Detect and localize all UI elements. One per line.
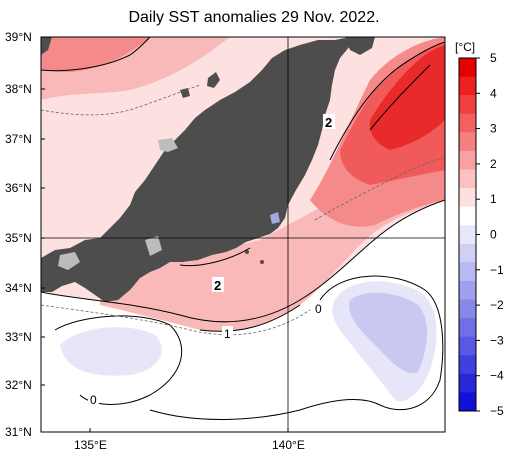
colorbar-tick-label: 4 [490, 86, 497, 100]
lat-label-37n: 37°N [5, 132, 32, 146]
contour-label-bg [88, 392, 99, 406]
land-island [245, 250, 249, 254]
colorbar-segment [459, 169, 476, 189]
contour-05 [41, 304, 311, 336]
colorbar-segment [459, 392, 476, 412]
contour-label-2-ne: 2 [325, 115, 332, 130]
contour-2-ne [329, 41, 445, 161]
contour-label-bg [313, 301, 324, 315]
colorbar-segment [459, 188, 476, 208]
colorbar-tick-label: −1 [490, 263, 504, 277]
colorbar-tick-label: 2 [490, 157, 497, 171]
colorbar [459, 58, 476, 412]
map-frame [40, 36, 446, 433]
colorbar-tick-label: 0 [490, 228, 497, 242]
contour-label-bg [323, 114, 335, 129]
contour-label-bg [212, 277, 224, 292]
colorbar-segment [459, 280, 476, 301]
colorbar-segment [459, 225, 476, 245]
land-northeast [345, 37, 375, 55]
land-island [291, 178, 295, 182]
colorbar-tick-label: −3 [490, 333, 504, 347]
contour-05-nw [41, 84, 201, 116]
contour-label-bg [222, 326, 233, 340]
sea-near-zero [41, 200, 445, 432]
graticule [41, 37, 445, 432]
contour-1 [199, 304, 301, 332]
contour-15 [314, 157, 445, 221]
colorbar-tick-label: 5 [490, 51, 497, 65]
colorbar-segment [459, 336, 476, 356]
sea-negative-west [60, 327, 162, 376]
lat-label-31n: 31°N [5, 425, 32, 439]
contour-half [41, 84, 445, 336]
colorbar-ticks: 5 4 3 2 1 0 −1 −2 −3 −4 −5 [476, 51, 504, 418]
lon-label-140e: 140°E [272, 438, 305, 452]
contour-label-1: 1 [224, 327, 231, 341]
colorbar-segment [459, 206, 476, 226]
land-island [260, 260, 264, 264]
contour-0-west [54, 315, 183, 405]
colorbar-segment [459, 76, 476, 96]
colorbar-segment [459, 58, 476, 78]
contours [41, 37, 445, 420]
lat-label-33n: 33°N [5, 330, 32, 344]
colorbar-tick-label: 3 [490, 122, 497, 136]
colorbar-segment [459, 355, 476, 375]
sea-warm-northeast-core [369, 45, 445, 150]
contour-label-0-west: 0 [90, 393, 97, 407]
land-honshu [41, 38, 350, 302]
colorbar-segment [459, 318, 476, 338]
land-sado [207, 72, 220, 88]
colorbar-segment [459, 299, 476, 319]
sea-negative-east-core [349, 292, 428, 374]
colorbar-segment [459, 132, 476, 152]
lat-label-39n: 39°N [5, 30, 32, 44]
colorbar-segment [459, 262, 476, 282]
lake-region [158, 138, 178, 152]
lat-label-32n: 32°N [5, 378, 32, 392]
map-area [41, 37, 445, 432]
colorbar-segment [459, 150, 476, 170]
lake-region [58, 252, 80, 270]
colorbar-tick-label: −4 [490, 369, 504, 383]
contour-label-0-east: 0 [315, 302, 322, 316]
colorbar-segment [459, 373, 476, 393]
contour-0 [41, 199, 445, 323]
lake-region [145, 236, 162, 256]
land-oki [180, 88, 190, 98]
land-northwest [41, 37, 52, 55]
colorbar-tick-label: 1 [490, 192, 497, 206]
contour-0-south [149, 399, 381, 420]
contour-3-ne [369, 64, 431, 131]
colorbar-segment [459, 113, 476, 133]
lat-label-35n: 35°N [5, 231, 32, 245]
contour-1-nw [41, 37, 151, 72]
lat-label-36n: 36°N [5, 181, 32, 195]
colorbar-tick-label: −2 [490, 298, 504, 312]
lat-label-38n: 38°N [5, 82, 32, 96]
colorbar-tick-label: −5 [490, 404, 504, 418]
map-title: Daily SST anomalies 29 Nov. 2022. [128, 9, 380, 26]
colorbar-segment [459, 243, 476, 263]
lat-label-34n: 34°N [5, 281, 32, 295]
contour-label-2-s: 2 [214, 278, 221, 293]
lat-ticks [41, 36, 289, 433]
lon-label-135e: 135°E [74, 438, 107, 452]
lake-region [270, 212, 280, 224]
contour-0-east [319, 275, 444, 411]
colorbar-segment [459, 95, 476, 115]
contour-2-south [179, 247, 251, 267]
colorbar-unit: [°C] [455, 40, 475, 54]
sea-warm-northwest-core [41, 37, 150, 72]
